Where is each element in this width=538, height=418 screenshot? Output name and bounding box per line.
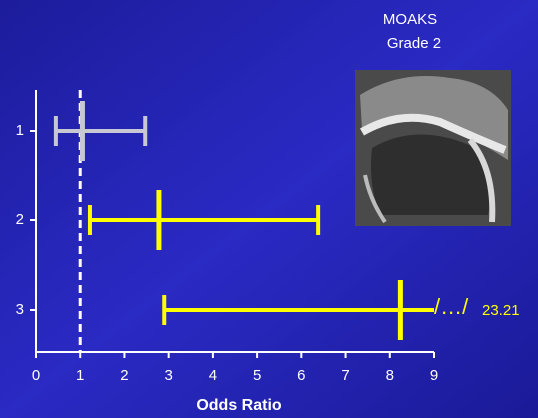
y-tick-label: 2 <box>16 211 24 228</box>
ci-upper-label: 23.21 <box>482 302 520 319</box>
image-caption: MOAKS <box>383 11 437 28</box>
image-caption: Grade 2 <box>387 35 441 52</box>
mri-image <box>355 70 511 226</box>
y-tick-label: 3 <box>16 301 24 318</box>
x-tick-label: 4 <box>209 367 217 384</box>
x-tick-label: 1 <box>76 367 84 384</box>
x-tick-label: 2 <box>120 367 128 384</box>
x-tick-label: 7 <box>341 367 349 384</box>
x-tick-label: 9 <box>430 367 438 384</box>
chart: MOAKS Grade 2 Odds Ratio 0 1 2 3 4 5 6 7 8 9 1 2 3 /…… <box>0 0 538 418</box>
x-tick-label: 8 <box>386 367 394 384</box>
x-tick-label: 0 <box>32 367 40 384</box>
x-tick-label: 5 <box>253 367 261 384</box>
x-tick-label: 3 <box>164 367 172 384</box>
x-tick-label: 6 <box>297 367 305 384</box>
y-tick-label: 1 <box>16 122 24 139</box>
axis-break: /…/ <box>434 294 469 319</box>
x-axis-label: Odds Ratio <box>196 397 282 414</box>
